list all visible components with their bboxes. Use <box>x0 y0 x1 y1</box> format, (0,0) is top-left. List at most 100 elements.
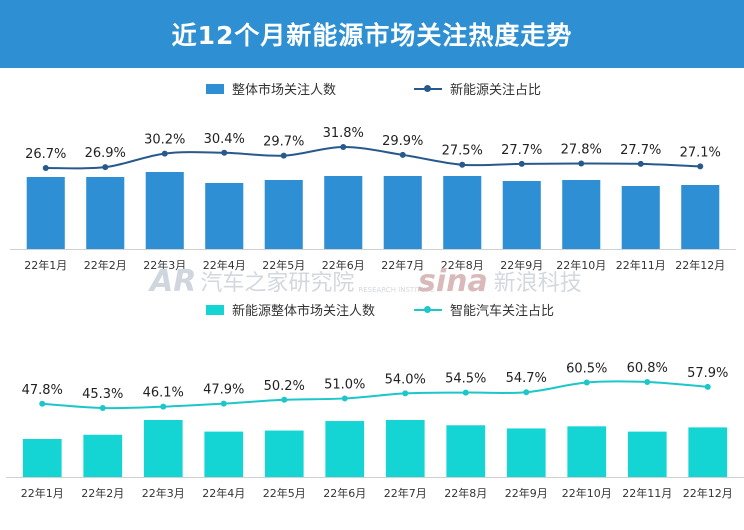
x-tick-label: 22年12月 <box>683 486 733 500</box>
data-label: 57.9% <box>687 366 728 381</box>
bar <box>506 428 546 477</box>
line-point <box>280 152 287 159</box>
line-point <box>518 160 525 167</box>
x-tick-label: 22年4月 <box>203 258 246 272</box>
data-label: 46.1% <box>143 386 184 401</box>
data-label: 26.7% <box>25 147 66 162</box>
bar <box>204 431 244 477</box>
data-label: 31.8% <box>323 126 364 141</box>
x-tick-label: 22年7月 <box>381 258 424 272</box>
bar <box>325 421 365 477</box>
bar <box>627 431 667 477</box>
bar <box>83 434 123 477</box>
line-point <box>402 390 409 397</box>
chart2-legend-line-label: 智能汽车关注占比 <box>450 304 555 319</box>
line-point <box>220 400 227 407</box>
bar <box>264 180 303 249</box>
bar <box>26 177 65 249</box>
x-tick-label: 22年3月 <box>143 258 186 272</box>
data-label: 30.2% <box>144 133 185 148</box>
data-label: 45.3% <box>82 387 123 402</box>
line-point <box>160 403 167 410</box>
data-label: 47.9% <box>203 383 244 398</box>
chart2-legend: 新能源整体市场关注人数 <box>206 300 375 319</box>
line-point <box>644 379 651 385</box>
chart1-legend-line: 新能源关注占比 <box>414 79 541 98</box>
data-label: 54.5% <box>445 372 486 387</box>
line-point <box>583 379 590 386</box>
x-tick-label: 22年1月 <box>21 486 64 500</box>
line-point <box>99 405 106 411</box>
chart2-legend-bar-label: 新能源整体市场关注人数 <box>232 304 376 319</box>
data-label: 47.8% <box>22 383 63 398</box>
bar <box>324 176 363 249</box>
data-label: 54.0% <box>385 372 426 387</box>
line-point <box>462 389 469 396</box>
data-label: 29.7% <box>263 135 304 150</box>
x-tick-label: 22年9月 <box>505 486 548 500</box>
line-point <box>459 161 466 168</box>
x-tick-label: 22年4月 <box>202 486 245 500</box>
bar <box>567 426 607 477</box>
line-point <box>340 144 347 150</box>
x-tick-label: 22年9月 <box>500 258 543 272</box>
data-label: 27.7% <box>501 143 542 158</box>
chart2-legend-line-swatch <box>414 305 442 315</box>
chart1-legend-line-swatch <box>414 84 442 94</box>
bar <box>205 183 244 249</box>
data-label: 54.7% <box>506 371 547 386</box>
data-label: 60.8% <box>627 361 668 376</box>
watermark-autohome-sub: RESEARCH INSTITUTE <box>358 286 435 294</box>
x-tick-label: 22年6月 <box>323 486 366 500</box>
bar <box>502 181 541 249</box>
line-point <box>102 164 109 171</box>
chart-1: 22年1月 22年2月 22年3月 22年4月 22年5月 22年6月 22年7月 22年8月… <box>10 126 736 272</box>
line-point <box>697 163 704 170</box>
x-tick-label: 22年6月 <box>322 258 365 272</box>
data-label: 26.9% <box>85 146 126 161</box>
line-point <box>637 160 644 167</box>
bar <box>688 427 728 477</box>
x-tick-label: 22年8月 <box>444 486 487 500</box>
line-point <box>281 396 288 403</box>
bar <box>385 420 425 477</box>
bar <box>86 177 125 249</box>
bar <box>145 172 184 249</box>
series-line <box>42 380 708 410</box>
x-tick-label: 22年5月 <box>263 486 306 500</box>
chart2-legend-line: 智能汽车关注占比 <box>414 300 554 319</box>
x-tick-label: 22年11月 <box>616 258 666 272</box>
bar <box>143 420 183 477</box>
x-tick-label: 22年2月 <box>84 258 127 272</box>
line-point <box>523 389 530 396</box>
line-point <box>161 150 168 157</box>
bar <box>22 439 62 477</box>
data-label: 51.0% <box>324 377 365 392</box>
chart-2: 22年1月 22年2月 22年3月 22年4月 22年5月 22年6月 22年7月 22年8月… <box>6 361 744 500</box>
line-point <box>578 160 585 167</box>
x-tick-label: 22年11月 <box>622 486 672 500</box>
chart2-legend-bar-swatch <box>206 304 224 315</box>
bar <box>681 185 720 249</box>
line-point <box>704 383 711 390</box>
bar <box>264 430 304 477</box>
x-tick-label: 22年2月 <box>81 486 124 500</box>
line-point <box>39 400 46 407</box>
page-title: 近12个月新能源市场关注热度走势 <box>0 0 744 68</box>
data-label: 27.1% <box>680 145 721 160</box>
bar <box>562 180 601 249</box>
line-point <box>399 151 406 158</box>
x-tick-label: 22年1月 <box>24 258 67 272</box>
data-label: 27.5% <box>442 144 483 159</box>
data-label: 50.2% <box>264 379 305 394</box>
bar <box>621 186 660 249</box>
bar <box>443 176 482 249</box>
data-label: 60.5% <box>566 362 607 377</box>
chart1-legend-bar-swatch <box>206 83 224 94</box>
data-label: 29.9% <box>382 134 423 149</box>
data-label: 27.7% <box>620 143 661 158</box>
bar <box>383 176 422 249</box>
x-tick-label: 22年7月 <box>384 486 427 500</box>
line-point <box>221 149 228 156</box>
data-label: 30.4% <box>204 132 245 147</box>
